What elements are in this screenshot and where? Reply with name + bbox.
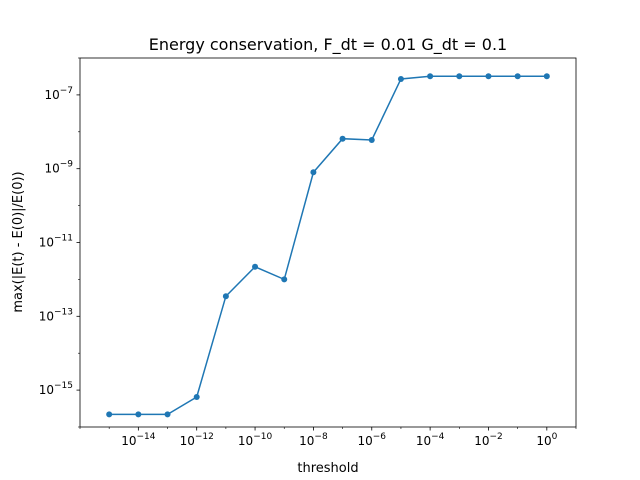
data-point [281,276,288,283]
x-tick-base: 10 [180,434,195,448]
x-tick-exponent: −12 [195,432,214,442]
x-tick-label: 10−4 [416,432,445,448]
y-tick-exponent: −9 [60,160,74,170]
x-tick-label: 10−12 [180,432,214,448]
data-point [135,411,142,418]
data-point [368,136,375,143]
x-tick-base: 10 [299,434,314,448]
y-tick-base: 10 [39,236,54,250]
data-point [485,73,492,80]
x-tick-base: 10 [357,434,372,448]
x-tick-label: 10−8 [299,432,328,448]
chart-title: Energy conservation, F_dt = 0.01 G_dt = … [149,35,507,55]
x-tick-exponent: −2 [489,432,502,442]
data-point [310,169,317,176]
x-tick-label: 10−10 [238,432,273,448]
x-tick-exponent: −6 [373,432,387,442]
y-tick-exponent: −7 [60,86,73,96]
data-point [106,411,113,418]
x-axis-label: threshold [297,461,358,476]
x-tick-base: 10 [536,434,551,448]
data-point [222,293,229,300]
data-point [543,73,550,80]
x-tick-label: 10−14 [121,432,156,448]
y-tick-base: 10 [39,383,54,397]
y-tick-base: 10 [44,162,59,176]
data-point [193,394,200,400]
x-tick-exponent: −8 [314,432,328,442]
x-tick-base: 10 [238,434,253,448]
series-line [109,75,547,416]
x-tick-exponent: −14 [136,432,155,442]
y-tick-base: 10 [39,309,54,323]
data-point [514,73,521,80]
data-point [164,411,171,418]
x-tick-exponent: −4 [431,432,445,442]
x-tick-label: 10−2 [474,432,503,448]
y-tick-exponent: −15 [54,381,73,391]
data-point [252,263,259,270]
x-tick-exponent: 0 [552,432,558,442]
plot-area [79,57,577,428]
y-tick-label: 10−15 [39,381,73,397]
x-tick-label: 10−6 [357,432,386,448]
y-tick-exponent: −11 [54,234,73,244]
data-point [456,73,463,80]
y-tick-exponent: −13 [54,307,73,317]
data-point [339,135,346,142]
x-tick-exponent: −10 [253,432,272,442]
x-tick-label: 100 [536,432,557,448]
x-tick-base: 10 [474,434,489,448]
y-tick-label: 10−13 [39,307,73,323]
y-tick-label: 10−9 [44,160,73,176]
data-point [397,75,404,82]
x-tick-base: 10 [121,434,136,448]
data-point [427,73,434,80]
y-tick-label: 10−11 [39,234,73,250]
y-tick-label: 10−7 [44,86,73,102]
x-tick-base: 10 [416,434,431,448]
y-tick-base: 10 [44,88,59,102]
y-axis-label: max(|E(t) - E(0)|/E(0)) [11,171,26,312]
